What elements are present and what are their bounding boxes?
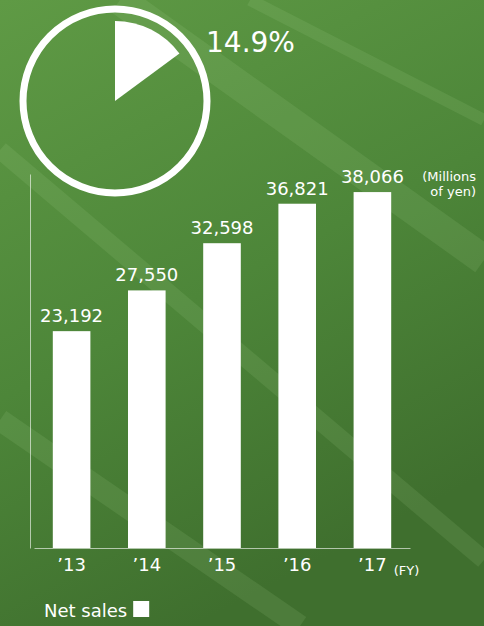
streak xyxy=(250,0,484,120)
x-tick: ’14 xyxy=(132,548,161,575)
data-label: 36,821 xyxy=(266,178,329,199)
x-axis-line xyxy=(35,548,411,549)
legend-label: Net sales xyxy=(44,600,127,621)
y-axis-title: (Millionsof yen) xyxy=(422,169,476,199)
x-tick-label: ’13 xyxy=(57,554,86,575)
chart: ’13 ’14 ’15 ’16 ’17 (FY) 23,192 27,550 32,598 36,… xyxy=(0,0,484,626)
bar xyxy=(278,204,316,548)
y-axis xyxy=(30,175,31,549)
x-tick: ’17 xyxy=(358,548,387,575)
data-label: 23,192 xyxy=(40,305,103,326)
pie-outline xyxy=(23,9,207,193)
bar xyxy=(354,192,392,548)
x-axis: ’13 ’14 ’15 ’16 ’17 xyxy=(35,548,411,575)
bars xyxy=(53,192,391,548)
data-label: 27,550 xyxy=(115,264,178,285)
bar xyxy=(128,290,166,548)
bar xyxy=(203,243,241,548)
x-tick-label: ’17 xyxy=(358,554,387,575)
x-tick-label: ’14 xyxy=(132,554,161,575)
legend-swatch xyxy=(133,601,149,617)
x-axis-title: (FY) xyxy=(394,563,420,578)
x-tick: ’16 xyxy=(283,548,312,575)
y-axis-line xyxy=(30,175,31,549)
bar xyxy=(53,331,91,548)
background-streaks xyxy=(0,0,484,626)
data-label: 38,066 xyxy=(341,166,404,187)
x-tick: ’13 xyxy=(57,548,86,575)
streak xyxy=(0,150,484,560)
x-tick-label: ’15 xyxy=(208,554,237,575)
share-pie xyxy=(23,9,207,193)
pie-slice xyxy=(115,21,179,101)
x-tick-label: ’16 xyxy=(283,554,312,575)
legend: Net sales xyxy=(44,600,149,621)
share-label: 14.9% xyxy=(206,26,295,59)
x-tick: ’15 xyxy=(208,548,237,575)
background xyxy=(0,0,484,626)
data-label: 32,598 xyxy=(191,217,254,238)
